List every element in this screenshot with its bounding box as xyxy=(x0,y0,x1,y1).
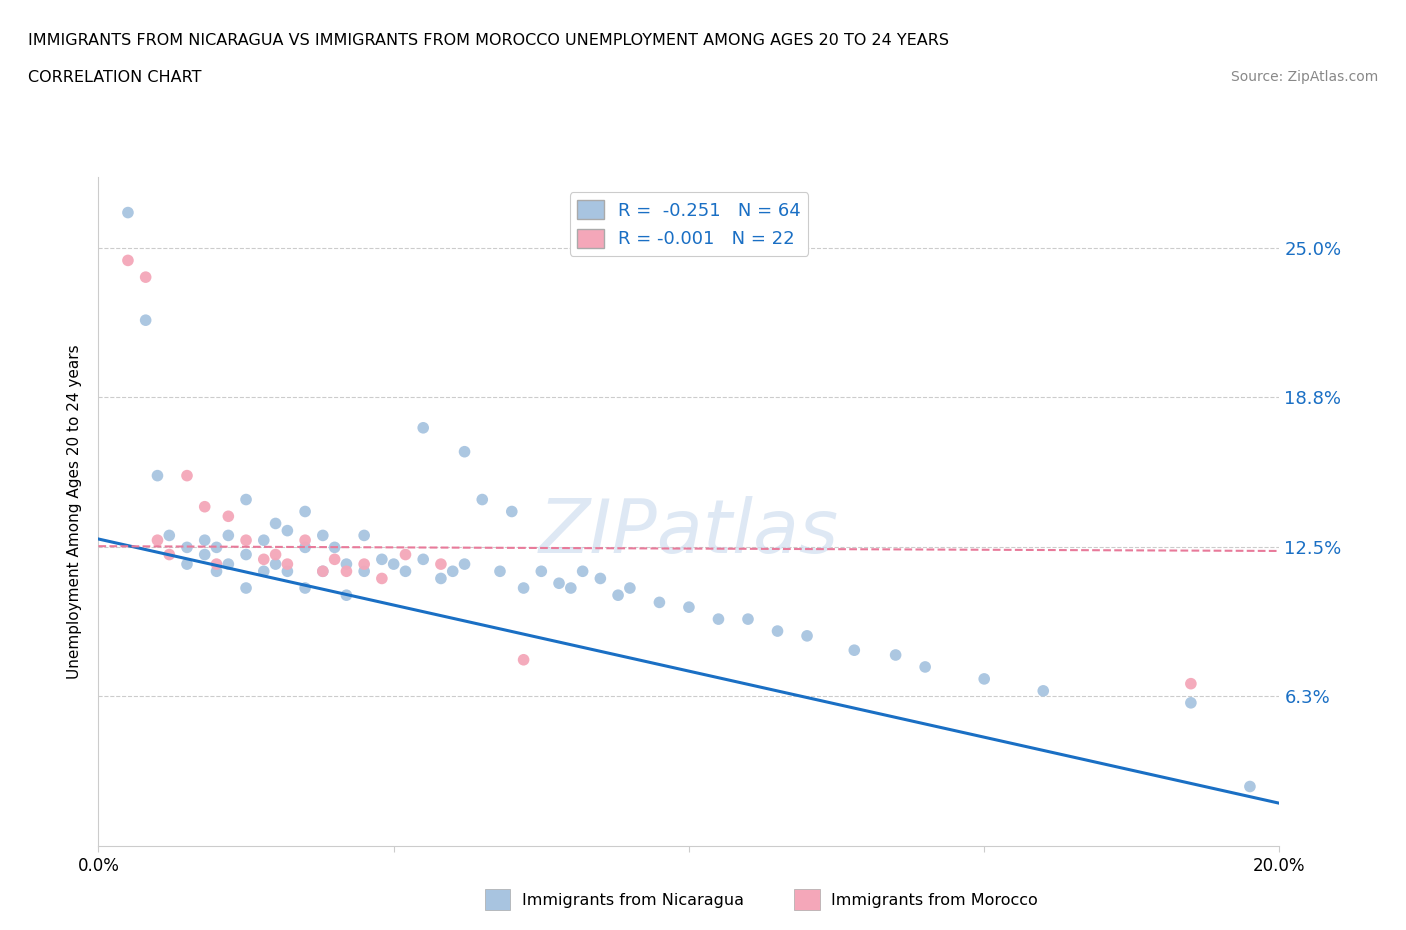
Point xyxy=(766,624,789,639)
Point xyxy=(264,516,287,531)
Point xyxy=(294,540,316,555)
Point xyxy=(412,551,434,566)
Point xyxy=(205,557,228,572)
Point xyxy=(394,547,416,562)
Point xyxy=(194,547,217,562)
Text: Immigrants from Morocco: Immigrants from Morocco xyxy=(831,893,1038,908)
Point xyxy=(146,468,169,483)
Point xyxy=(1180,696,1202,711)
Point xyxy=(253,564,276,578)
Point xyxy=(453,557,475,572)
Point xyxy=(884,647,907,662)
Point xyxy=(264,547,287,562)
Point xyxy=(253,533,276,548)
Point xyxy=(1032,684,1054,698)
Point xyxy=(194,499,217,514)
Text: ZIPatlas: ZIPatlas xyxy=(538,496,839,567)
Point xyxy=(382,557,405,572)
Point xyxy=(489,564,512,578)
Point xyxy=(571,564,593,578)
Point xyxy=(217,557,239,572)
Point xyxy=(678,600,700,615)
Point xyxy=(235,547,257,562)
Point xyxy=(217,509,239,524)
Point xyxy=(335,564,357,578)
Point xyxy=(276,557,298,572)
Point xyxy=(157,528,180,543)
Point xyxy=(441,564,464,578)
Point xyxy=(512,652,534,667)
Point xyxy=(205,540,228,555)
Point xyxy=(135,312,157,327)
Point xyxy=(312,564,335,578)
Point xyxy=(353,528,375,543)
Point xyxy=(412,420,434,435)
Point xyxy=(796,629,818,644)
Point xyxy=(353,557,375,572)
Point xyxy=(973,671,995,686)
Point xyxy=(844,643,866,658)
Point xyxy=(253,551,276,566)
Point xyxy=(589,571,612,586)
Point xyxy=(707,612,730,627)
Point xyxy=(335,557,357,572)
Point xyxy=(512,580,534,595)
Point xyxy=(176,468,198,483)
Text: CORRELATION CHART: CORRELATION CHART xyxy=(28,70,201,85)
Point xyxy=(560,580,582,595)
Point xyxy=(312,528,335,543)
Point xyxy=(353,564,375,578)
Point xyxy=(323,551,346,566)
Point xyxy=(530,564,553,578)
Point xyxy=(146,533,169,548)
Point xyxy=(264,557,287,572)
Point xyxy=(294,504,316,519)
Point xyxy=(1239,779,1261,794)
Point xyxy=(430,571,453,586)
Point xyxy=(335,588,357,603)
Point xyxy=(737,612,759,627)
Point xyxy=(501,504,523,519)
Point xyxy=(471,492,494,507)
Point xyxy=(235,580,257,595)
Point xyxy=(294,580,316,595)
Point xyxy=(914,659,936,674)
Point xyxy=(117,206,139,220)
Point xyxy=(312,564,335,578)
Point xyxy=(394,564,416,578)
Point xyxy=(117,253,139,268)
Point xyxy=(323,540,346,555)
Point xyxy=(607,588,630,603)
Point xyxy=(235,492,257,507)
Point xyxy=(294,533,316,548)
Text: Immigrants from Nicaragua: Immigrants from Nicaragua xyxy=(522,893,744,908)
Text: IMMIGRANTS FROM NICARAGUA VS IMMIGRANTS FROM MOROCCO UNEMPLOYMENT AMONG AGES 20 : IMMIGRANTS FROM NICARAGUA VS IMMIGRANTS … xyxy=(28,33,949,47)
Point xyxy=(1180,676,1202,691)
Point xyxy=(194,533,217,548)
Point xyxy=(176,557,198,572)
Point xyxy=(205,564,228,578)
Point xyxy=(276,524,298,538)
Point xyxy=(548,576,571,591)
Point xyxy=(619,580,641,595)
Point xyxy=(217,528,239,543)
Point xyxy=(235,533,257,548)
Point xyxy=(157,547,180,562)
Point xyxy=(371,571,394,586)
Point xyxy=(430,557,453,572)
Point xyxy=(453,445,475,459)
Point xyxy=(648,595,671,610)
Point xyxy=(371,551,394,566)
Point xyxy=(135,270,157,285)
Point xyxy=(276,564,298,578)
Point xyxy=(176,540,198,555)
Y-axis label: Unemployment Among Ages 20 to 24 years: Unemployment Among Ages 20 to 24 years xyxy=(67,344,83,679)
Text: Source: ZipAtlas.com: Source: ZipAtlas.com xyxy=(1230,70,1378,84)
Legend: R =  -0.251   N = 64, R = -0.001   N = 22: R = -0.251 N = 64, R = -0.001 N = 22 xyxy=(569,193,808,256)
